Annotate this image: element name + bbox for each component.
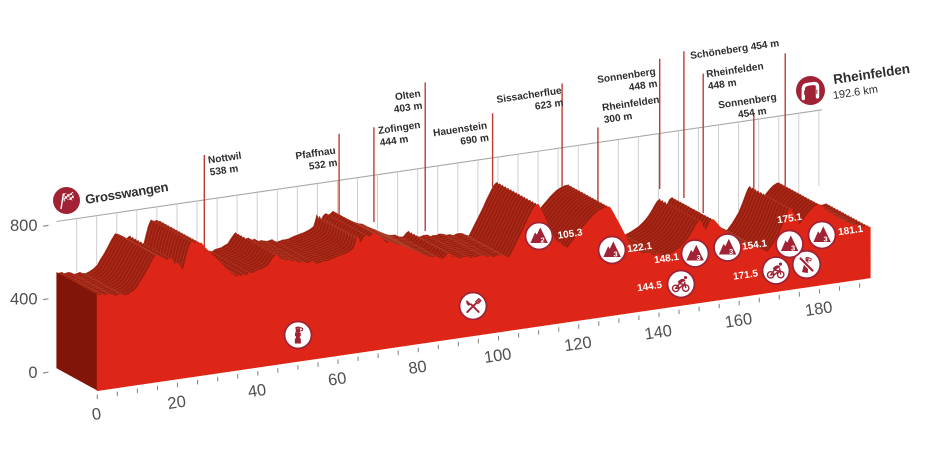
svg-text:40: 40 [247,381,268,401]
svg-text:2: 2 [541,235,545,244]
svg-text:0: 0 [91,405,103,424]
svg-text:154.1: 154.1 [741,238,768,253]
svg-text:400: 400 [10,290,38,308]
svg-text:180: 180 [804,298,834,320]
svg-text:3: 3 [791,243,795,252]
svg-text:160: 160 [724,310,754,332]
svg-text:800: 800 [10,217,38,235]
svg-text:140: 140 [643,322,673,344]
svg-text:105.3: 105.3 [557,227,584,242]
svg-text:100: 100 [483,345,513,367]
svg-text:Nottwil538 m: Nottwil538 m [207,151,244,179]
svg-text:175.1: 175.1 [776,212,803,227]
svg-text:80: 80 [407,358,428,378]
svg-text:20: 20 [166,393,187,413]
svg-text:3: 3 [729,247,733,256]
svg-text:144.5: 144.5 [636,280,663,295]
svg-text:120: 120 [563,333,593,355]
svg-text:0: 0 [28,364,37,382]
svg-text:Olten403 m: Olten403 m [392,89,424,116]
svg-text:3: 3 [614,249,618,258]
svg-text:3: 3 [824,234,828,243]
svg-text:171.5: 171.5 [732,268,759,283]
svg-text:122.1: 122.1 [626,241,653,256]
svg-text:60: 60 [327,369,348,389]
svg-text:3: 3 [697,253,701,262]
svg-text:148.1: 148.1 [653,252,680,267]
svg-text:181.1: 181.1 [837,224,864,239]
